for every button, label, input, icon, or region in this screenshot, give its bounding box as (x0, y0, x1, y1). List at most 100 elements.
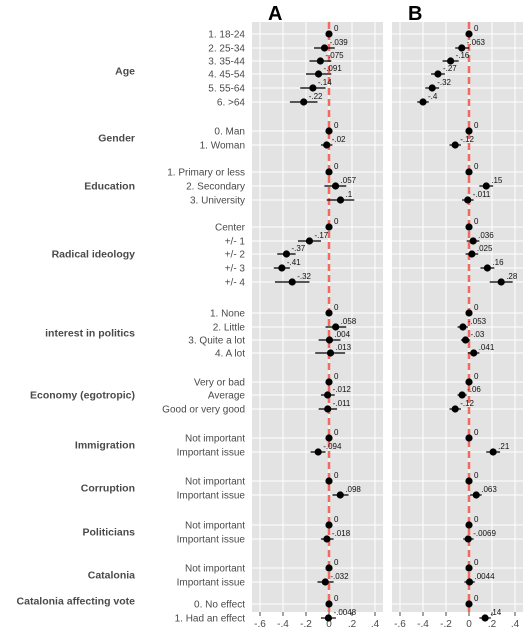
coefficient-point (419, 98, 427, 106)
coefficient-point (325, 378, 333, 386)
coefficient-value-label: -.02 (332, 135, 346, 144)
coefficient-value-label: .057 (341, 176, 357, 185)
coefficient-point (321, 578, 329, 586)
coefficient-point (323, 141, 331, 149)
coefficient-point (324, 405, 332, 413)
coefficient-value-label: .1 (346, 190, 353, 199)
group-label: Education (84, 181, 135, 193)
coefficient-value-label: 0 (474, 428, 479, 437)
x-tick-label: 0 (466, 619, 472, 630)
level-label: 1. Woman (200, 141, 245, 152)
coefficient-point (465, 434, 473, 442)
level-label: Good or very good (162, 405, 245, 416)
coefficient-point (465, 127, 473, 135)
coefficient-point (465, 600, 473, 608)
coefficient-value-label: 0 (334, 515, 339, 524)
group-label: Politicians (82, 527, 135, 539)
coefficient-point (323, 535, 331, 543)
coefficient-point (483, 264, 491, 272)
coefficient-point (481, 614, 489, 622)
level-label: Not important (185, 434, 245, 445)
coefficient-point (325, 434, 333, 442)
coefficient-value-label: 0 (474, 162, 479, 171)
coefficient-value-label: .063 (481, 485, 497, 494)
coefficient-value-label: .041 (479, 343, 495, 352)
level-label: Important issue (177, 578, 246, 589)
coefficient-value-label: 0 (474, 594, 479, 603)
coefficient-point (282, 250, 291, 258)
coefficient-value-label: -.27 (443, 64, 457, 73)
coefficient-value-label: -.053 (468, 317, 487, 326)
level-label: +/- 4 (225, 278, 246, 289)
coefficient-point (447, 57, 455, 65)
coefficient-point (459, 323, 467, 331)
coefficient-value-label: 0 (334, 558, 339, 567)
coefficient-point (468, 250, 476, 258)
coefficient-value-label: 0 (334, 594, 339, 603)
plot-background (392, 22, 523, 612)
level-label: 2. 25-34 (208, 44, 245, 55)
level-label: 0. Man (214, 127, 245, 138)
coefficient-point (305, 237, 314, 245)
coefficient-point (434, 70, 442, 78)
coefficient-point (324, 391, 332, 399)
coefficient-point (316, 57, 324, 65)
level-label: 4. 45-54 (208, 70, 245, 81)
level-label: 0. No effect (194, 600, 245, 611)
coefficient-value-label: -.41 (287, 258, 301, 267)
coefficient-value-label: -.012 (333, 385, 352, 394)
panel-a: -.6 -.4 -.2 0.2.40-.039-.075-.091-.14-.220-… (252, 22, 383, 630)
level-label: 3. Quite a lot (188, 336, 245, 347)
coefficient-value-label: .025 (477, 244, 493, 253)
coefficient-value-label: -.06 (467, 385, 481, 394)
coefficient-point (278, 264, 286, 272)
group-label: Economy (egotropic) (30, 390, 135, 402)
coefficient-value-label: -.12 (460, 399, 474, 408)
coefficient-value-label: 0 (474, 372, 479, 381)
coefficient-value-label: 0 (474, 217, 479, 226)
x-tick-label: -.6 (394, 619, 406, 630)
x-tick-label: -.4 (277, 619, 289, 630)
level-label: Important issue (177, 491, 246, 502)
coefficient-value-label: 0 (334, 162, 339, 171)
level-label: 1. Had an effect (175, 614, 246, 625)
coefficient-point (309, 84, 317, 92)
coefficient-value-label: .058 (341, 317, 357, 326)
coefficient-point (458, 391, 466, 399)
coefficient-point (470, 349, 478, 357)
coefficient-value-label: -.0048 (333, 608, 356, 617)
coefficient-point (451, 141, 459, 149)
coefficient-value-label: -.032 (330, 572, 349, 581)
level-label: Not important (185, 521, 245, 532)
coefficient-value-label: -.17 (314, 231, 328, 240)
coefficient-point (465, 564, 473, 572)
coefficient-value-label: 0 (334, 24, 339, 33)
level-label: Very or bad (194, 378, 245, 389)
coefficient-value-label: 0 (474, 558, 479, 567)
coefficient-point (336, 491, 344, 499)
coefficient-value-label: .14 (490, 608, 502, 617)
coefficient-point (325, 336, 334, 344)
coefficient-value-label: -.14 (318, 78, 332, 87)
coefficient-value-label: .16 (492, 258, 504, 267)
coefficient-point (288, 278, 296, 286)
level-label: +/- 1 (225, 237, 246, 248)
level-label: Not important (185, 564, 245, 575)
coefficient-value-label: .15 (491, 176, 503, 185)
group-label: Immigration (75, 440, 135, 452)
coefficient-point (465, 309, 473, 317)
level-label: 6. >64 (217, 98, 246, 109)
group-label: interest in politics (45, 328, 135, 340)
x-tick-label: -.2 (440, 619, 452, 630)
coefficient-value-label: -.16 (456, 51, 470, 60)
coefficient-value-label: 0 (334, 428, 339, 437)
group-label: Catalonia (88, 570, 135, 582)
coefficient-value-label: 0 (334, 217, 339, 226)
coefficient-value-label: 0 (474, 121, 479, 130)
group-label: Gender (98, 133, 135, 145)
coefficient-point (331, 182, 340, 190)
coefficient-value-label: 0 (334, 471, 339, 480)
coefficient-value-label: -.32 (297, 272, 311, 281)
coefficient-value-label: 0 (474, 303, 479, 312)
